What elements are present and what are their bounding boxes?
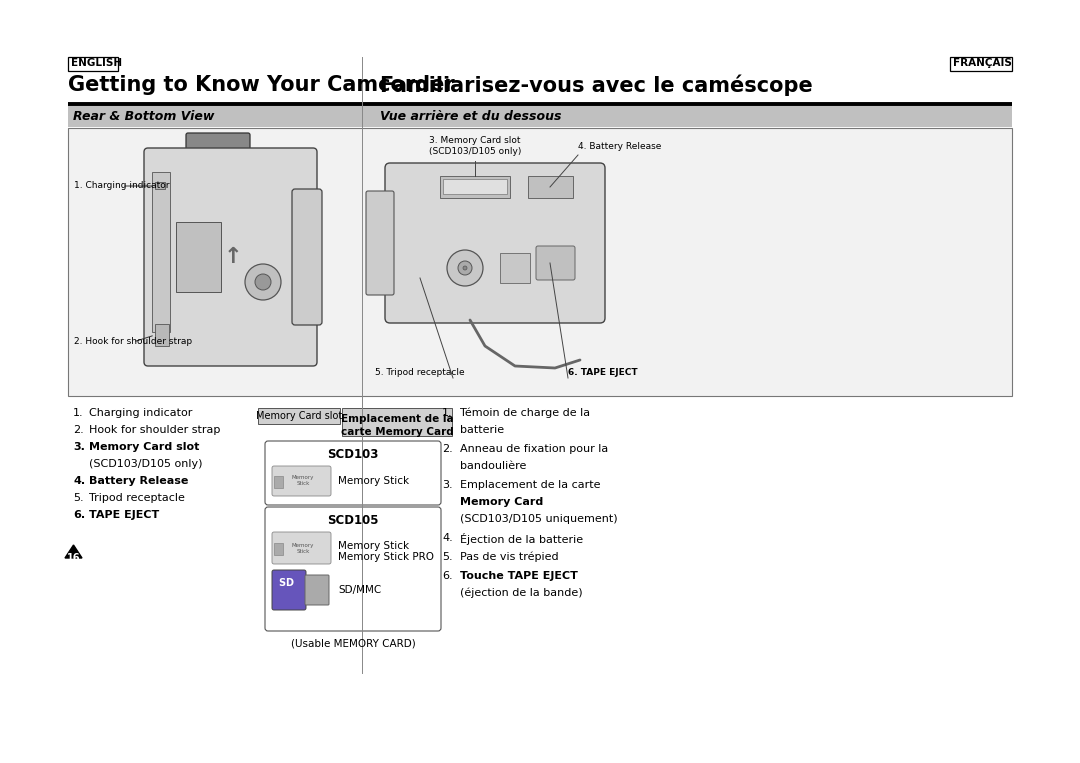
Text: Rear & Bottom View: Rear & Bottom View bbox=[73, 110, 214, 123]
FancyBboxPatch shape bbox=[265, 441, 441, 505]
Text: Getting to Know Your Camcorder: Getting to Know Your Camcorder bbox=[68, 75, 455, 95]
Text: (SCD103/D105 only): (SCD103/D105 only) bbox=[89, 459, 203, 469]
Text: Memory
Stick: Memory Stick bbox=[292, 543, 314, 554]
Text: 5.: 5. bbox=[73, 493, 83, 503]
Text: ENGLISH: ENGLISH bbox=[71, 58, 122, 68]
Text: 1.: 1. bbox=[73, 408, 83, 418]
Text: TAPE EJECT: TAPE EJECT bbox=[89, 510, 159, 520]
FancyBboxPatch shape bbox=[144, 148, 318, 366]
Bar bbox=[443, 179, 507, 194]
Text: 6.: 6. bbox=[73, 510, 85, 520]
FancyBboxPatch shape bbox=[292, 189, 322, 325]
Text: Memory Card slot: Memory Card slot bbox=[256, 411, 342, 421]
Text: 2.: 2. bbox=[73, 425, 84, 435]
Text: (SCD103/D105 uniquement): (SCD103/D105 uniquement) bbox=[460, 514, 618, 524]
FancyBboxPatch shape bbox=[186, 133, 249, 159]
Bar bbox=[68, 105, 1012, 127]
Text: Hook for shoulder strap: Hook for shoulder strap bbox=[89, 425, 220, 435]
Bar bbox=[440, 176, 510, 198]
FancyBboxPatch shape bbox=[384, 163, 605, 323]
Bar bbox=[68, 128, 1012, 396]
Text: 6.: 6. bbox=[442, 571, 453, 581]
Text: 3.: 3. bbox=[73, 442, 85, 452]
Text: 3.: 3. bbox=[442, 480, 453, 490]
Text: ↑: ↑ bbox=[224, 247, 242, 267]
Text: 5.: 5. bbox=[442, 552, 453, 562]
Text: Éjection de la batterie: Éjection de la batterie bbox=[460, 533, 583, 545]
Text: Familiarisez-vous avec le caméscope: Familiarisez-vous avec le caméscope bbox=[380, 75, 813, 96]
Text: Pas de vis trépied: Pas de vis trépied bbox=[460, 552, 558, 562]
FancyBboxPatch shape bbox=[272, 466, 330, 496]
Polygon shape bbox=[65, 545, 82, 558]
Circle shape bbox=[458, 261, 472, 275]
Bar bbox=[274, 543, 283, 555]
Text: Memory Card slot: Memory Card slot bbox=[89, 442, 200, 452]
Text: Charging indicator: Charging indicator bbox=[89, 408, 192, 418]
Text: (éjection de la bande): (éjection de la bande) bbox=[460, 588, 582, 598]
Text: Memory Stick PRO: Memory Stick PRO bbox=[338, 552, 434, 562]
Text: 6. TAPE EJECT: 6. TAPE EJECT bbox=[568, 368, 637, 377]
Text: 5. Tripod receptacle: 5. Tripod receptacle bbox=[375, 368, 464, 377]
Bar bbox=[258, 408, 340, 424]
Bar bbox=[176, 222, 221, 292]
Bar bbox=[68, 57, 118, 71]
Text: Memory Stick: Memory Stick bbox=[338, 541, 409, 551]
Text: 2. Hook for shoulder strap: 2. Hook for shoulder strap bbox=[75, 336, 192, 346]
FancyBboxPatch shape bbox=[272, 570, 306, 610]
Bar bbox=[528, 176, 573, 198]
Text: 16: 16 bbox=[67, 553, 80, 563]
Text: 1. Charging indicator: 1. Charging indicator bbox=[75, 182, 170, 191]
FancyBboxPatch shape bbox=[366, 191, 394, 295]
Circle shape bbox=[463, 266, 467, 270]
Text: 4.: 4. bbox=[73, 476, 85, 486]
Bar bbox=[156, 324, 168, 346]
Text: Emplacement de la
carte Memory Card: Emplacement de la carte Memory Card bbox=[340, 414, 454, 436]
Text: Anneau de fixation pour la: Anneau de fixation pour la bbox=[460, 444, 608, 454]
Text: SCD105: SCD105 bbox=[327, 514, 379, 527]
Text: SCD103: SCD103 bbox=[327, 448, 379, 461]
Text: Memory Stick: Memory Stick bbox=[338, 476, 409, 486]
FancyBboxPatch shape bbox=[265, 507, 441, 631]
FancyBboxPatch shape bbox=[536, 246, 575, 280]
Text: Memory
Stick: Memory Stick bbox=[292, 475, 314, 486]
Circle shape bbox=[447, 250, 483, 286]
Text: 4.: 4. bbox=[442, 533, 453, 543]
Text: (SCD103/D105 only): (SCD103/D105 only) bbox=[429, 147, 522, 156]
FancyBboxPatch shape bbox=[272, 532, 330, 564]
Text: bandoulière: bandoulière bbox=[460, 461, 526, 471]
FancyBboxPatch shape bbox=[305, 575, 329, 605]
Text: SD/MMC: SD/MMC bbox=[338, 585, 381, 595]
Circle shape bbox=[245, 264, 281, 300]
Text: D: D bbox=[285, 578, 293, 588]
Bar bbox=[342, 408, 453, 436]
Bar bbox=[152, 172, 170, 332]
Text: Tripod receptacle: Tripod receptacle bbox=[89, 493, 185, 503]
Text: Battery Release: Battery Release bbox=[89, 476, 188, 486]
Text: batterie: batterie bbox=[460, 425, 504, 435]
Text: Memory Card: Memory Card bbox=[460, 497, 543, 507]
Text: 2.: 2. bbox=[442, 444, 453, 454]
Bar bbox=[950, 57, 1012, 71]
Text: Touche TAPE EJECT: Touche TAPE EJECT bbox=[460, 571, 578, 581]
Text: Emplacement de la carte: Emplacement de la carte bbox=[460, 480, 600, 490]
Text: 4. Battery Release: 4. Battery Release bbox=[578, 142, 661, 151]
Circle shape bbox=[255, 274, 271, 290]
Text: (Usable MEMORY CARD): (Usable MEMORY CARD) bbox=[291, 638, 416, 648]
Text: 3. Memory Card slot: 3. Memory Card slot bbox=[429, 136, 521, 145]
Text: Vue arrière et du dessous: Vue arrière et du dessous bbox=[380, 110, 562, 123]
Text: FRANÇAIS: FRANÇAIS bbox=[953, 58, 1012, 68]
Text: S: S bbox=[278, 578, 285, 588]
Bar bbox=[274, 476, 283, 488]
Bar bbox=[500, 253, 530, 283]
Text: 1.: 1. bbox=[442, 408, 453, 418]
Bar bbox=[156, 182, 165, 189]
Text: Témoin de charge de la: Témoin de charge de la bbox=[460, 408, 590, 418]
